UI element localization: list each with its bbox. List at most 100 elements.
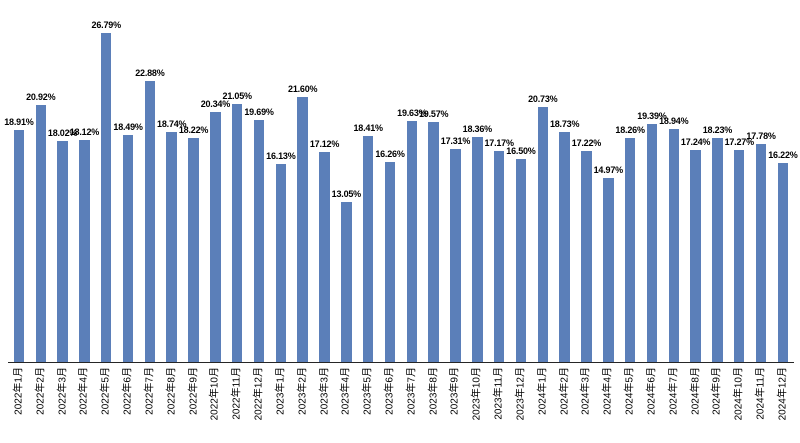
bar (341, 201, 352, 362)
bar-value-label: 18.41% (353, 122, 383, 133)
bar-slot: 17.12% 2023年3月 (310, 20, 340, 415)
plot-area: 18.91% 2022年1月 20.92% 2022年2月 18.02% 2022年3月 1… (4, 20, 798, 421)
bar-value-label: 18.74% (157, 118, 187, 129)
bar-value-label: 21.05% (222, 90, 253, 101)
bar-value-label: 14.97% (593, 165, 624, 176)
bar (472, 136, 483, 362)
bar-value-label: 20.92% (26, 92, 56, 103)
bar (122, 134, 134, 362)
bar-slot: 16.13% 2023年1月 (266, 20, 296, 415)
x-axis-label: 2022年2月 (35, 367, 47, 415)
bar-slot: 19.63% 2023年7月 (397, 20, 427, 415)
bar (755, 143, 767, 362)
bar-slot: 16.26% 2023年6月 (375, 20, 405, 414)
x-axis-label: 2024年5月 (624, 367, 636, 415)
bar (406, 120, 418, 362)
bar-value-label: 18.94% (659, 116, 689, 127)
bar-slot: 21.60% 2023年2月 (288, 20, 318, 415)
bar-value-label: 18.22% (178, 125, 209, 136)
bar-value-label: 18.23% (702, 125, 733, 136)
bar (734, 149, 745, 362)
x-axis-label: 2024年10月 (733, 367, 745, 421)
bar (581, 150, 592, 362)
bar (253, 120, 265, 362)
bar-value-label: 17.24% (680, 137, 711, 148)
bar-slot: 18.26% 2024年5月 (615, 20, 645, 415)
x-axis-label: 2022年10月 (209, 367, 221, 421)
bar-slot: 18.73% 2024年2月 (550, 20, 580, 415)
bar-slot: 18.74% 2022年8月 (157, 20, 187, 415)
x-axis-label: 2022年9月 (188, 367, 200, 415)
x-axis-label: 2023年6月 (384, 367, 396, 415)
bar-slot: 19.69% 2022年12月 (244, 20, 274, 420)
bar (515, 159, 527, 362)
bar-slot: 13.05% 2023年4月 (332, 20, 362, 415)
x-axis-label: 2022年5月 (100, 367, 112, 415)
bar-value-label: 19.69% (244, 107, 274, 118)
bar-slot: 17.22% 2024年3月 (572, 20, 602, 415)
x-axis-label: 2024年3月 (580, 367, 592, 415)
bar (297, 96, 308, 362)
x-axis-label: 2022年4月 (78, 367, 90, 415)
bar-slot: 14.97% 2024年4月 (594, 20, 624, 415)
bar-slot: 18.49% 2022年6月 (113, 20, 143, 415)
x-axis-label: 2023年3月 (319, 367, 330, 415)
bar-value-label: 17.78% (746, 130, 776, 141)
bar-value-label: 18.02% (47, 127, 78, 138)
bar (712, 138, 723, 362)
bar-slot: 18.12% 2022年4月 (70, 20, 100, 415)
bar-value-label: 26.79% (91, 20, 122, 31)
bar (166, 131, 177, 362)
x-axis-label: 2022年12月 (253, 367, 265, 421)
bar-slot: 21.05% 2022年11月 (223, 20, 253, 420)
x-axis-label: 2022年11月 (231, 367, 243, 420)
bar (362, 135, 374, 362)
x-axis-label: 2024年9月 (711, 367, 723, 415)
bar-value-label: 18.36% (462, 123, 493, 134)
bar-slot: 17.17% 2023年11月 (484, 20, 514, 419)
x-axis-label: 2023年7月 (406, 367, 418, 415)
bar (79, 139, 90, 362)
bar-value-label: 18.73% (549, 119, 580, 129)
bar (777, 162, 789, 362)
bar (603, 178, 614, 362)
bar (646, 123, 658, 362)
bar (450, 149, 461, 362)
bar (188, 138, 199, 362)
bar-value-label: 16.13% (266, 150, 296, 161)
x-axis-label: 2024年1月 (537, 367, 549, 415)
bar (144, 81, 156, 362)
bar-slot: 22.88% 2022年7月 (135, 20, 165, 415)
bar (428, 121, 439, 362)
bar (35, 105, 46, 362)
x-axis-label: 2024年8月 (690, 367, 702, 415)
bar-value-label: 19.57% (418, 108, 449, 119)
x-axis-label: 2022年1月 (13, 367, 25, 415)
bar-slot: 26.79% 2022年5月 (92, 20, 122, 415)
bar-slot: 17.78% 2024年11月 (746, 20, 776, 420)
x-axis-label: 2023年1月 (275, 367, 287, 415)
x-axis-label: 2023年5月 (362, 367, 374, 415)
x-axis-label: 2023年10月 (471, 367, 483, 421)
bar-value-label: 19.39% (637, 110, 667, 121)
x-axis-label: 2023年11月 (493, 367, 505, 420)
x-axis-label: 2024年7月 (668, 367, 680, 415)
bar-value-label: 17.12% (309, 138, 340, 149)
bar (319, 151, 330, 362)
x-axis-label: 2023年4月 (340, 367, 352, 415)
x-axis-label: 2022年8月 (166, 367, 178, 415)
bar (231, 103, 243, 362)
bar-slot: 18.94% 2024年7月 (659, 20, 689, 414)
bar-value-label: 16.26% (375, 149, 405, 160)
x-axis-label: 2023年2月 (297, 367, 309, 415)
x-axis-label: 2023年9月 (449, 367, 461, 415)
bar-value-label: 20.73% (528, 94, 558, 105)
bar-slot: 18.36% 2023年10月 (463, 20, 493, 421)
bar-slot: 18.22% 2022年9月 (179, 20, 209, 415)
bar-value-label: 20.34% (200, 99, 231, 110)
bar-value-label: 16.22% (768, 149, 798, 160)
bar-value-label: 17.17% (484, 138, 514, 149)
bar-slot: 18.91% 2022年1月 (4, 20, 34, 415)
bar-value-label: 13.05% (331, 188, 362, 199)
bar (668, 129, 679, 362)
